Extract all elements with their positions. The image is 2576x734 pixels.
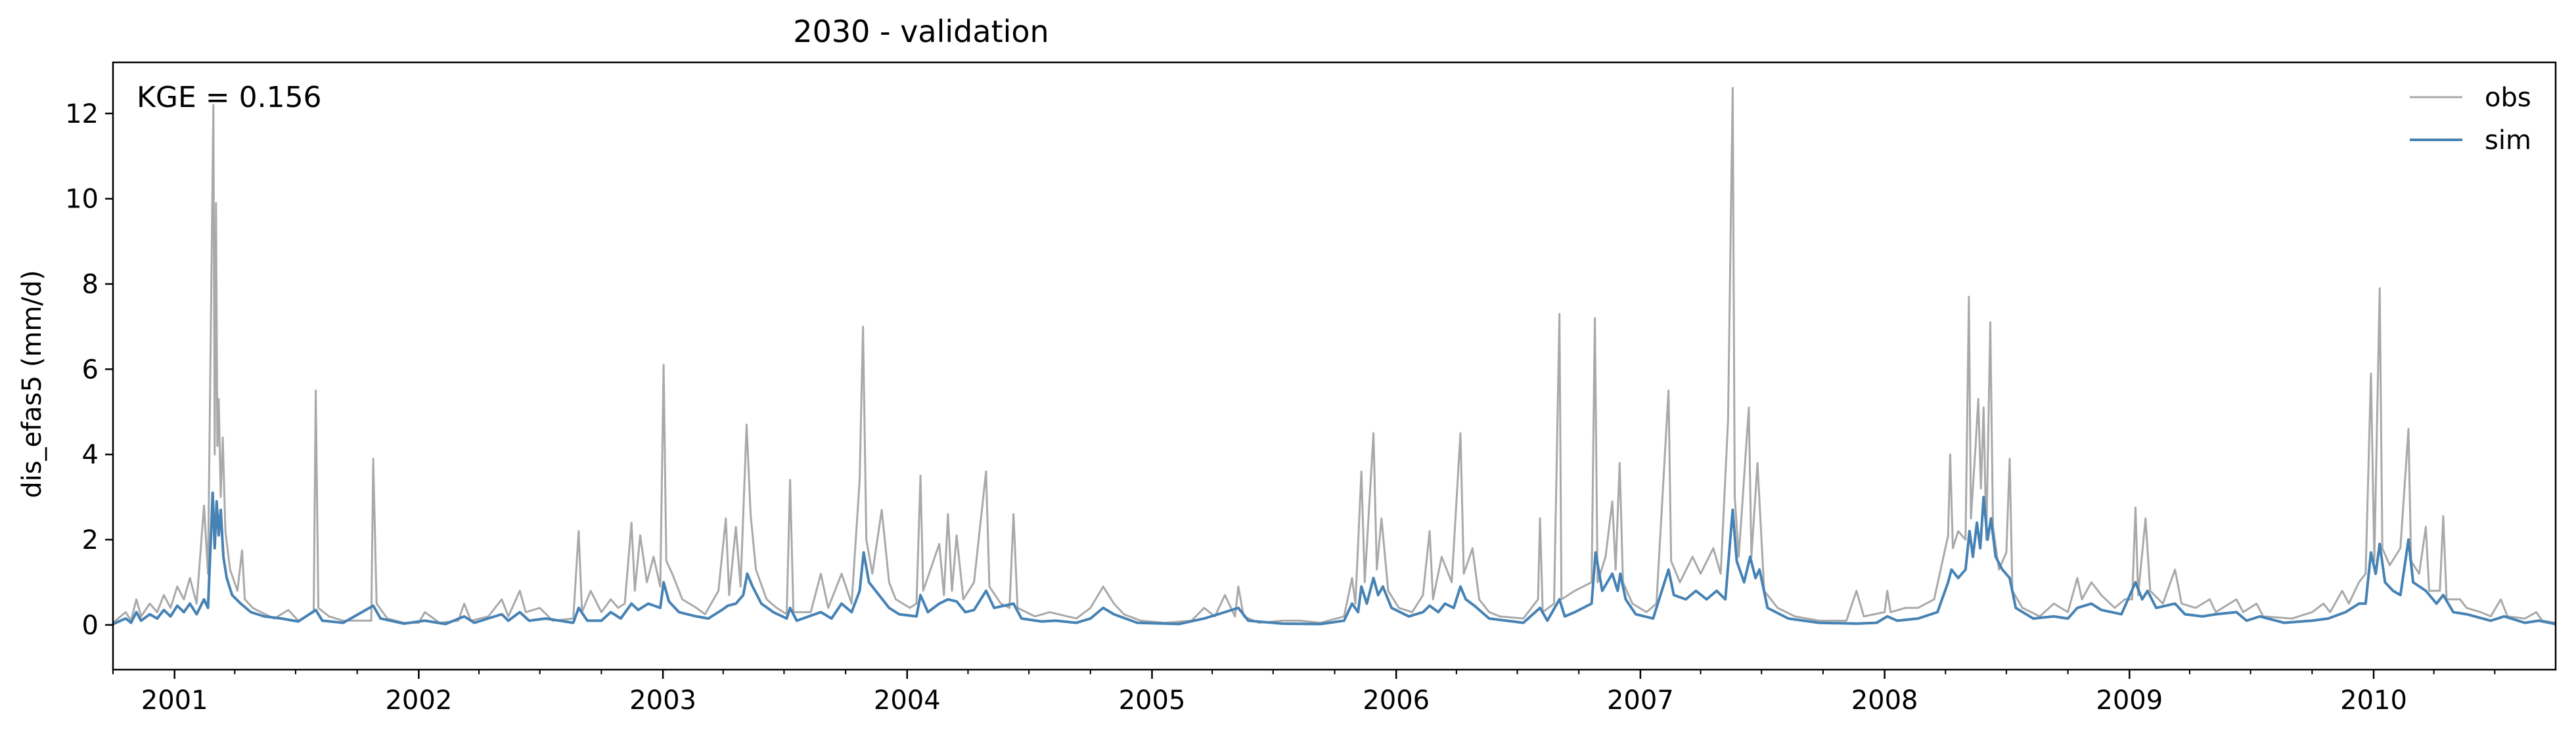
- x-tick-label: 2006: [1363, 685, 1430, 716]
- y-tick-label: 4: [82, 440, 99, 470]
- x-tick-label: 2003: [629, 685, 696, 716]
- x-tick-label: 2008: [1851, 685, 1918, 716]
- plot-area-frame: [112, 61, 2557, 671]
- chart-title: 2030 - validation: [793, 14, 1049, 49]
- y-tick-label: 12: [65, 99, 99, 129]
- y-tick-label: 0: [82, 611, 99, 641]
- x-tick-label: 2005: [1119, 685, 1186, 716]
- y-tick-label: 2: [82, 525, 99, 555]
- kge-annotation: KGE = 0.156: [137, 81, 322, 114]
- series-sim-line: [112, 491, 2556, 626]
- x-tick-label: 2007: [1607, 685, 1674, 716]
- x-tick-label: 2004: [874, 685, 941, 716]
- legend: obs sim: [2410, 83, 2531, 156]
- series-obs-line: [112, 87, 2556, 624]
- x-tick-label: 2001: [141, 685, 208, 716]
- x-tick-label: 2010: [2340, 685, 2407, 716]
- series-layer: [112, 87, 2556, 626]
- y-tick-label: 6: [82, 355, 99, 385]
- x-tick-label: 2009: [2096, 685, 2163, 716]
- legend-sim-label: sim: [2485, 125, 2531, 156]
- y-tick-label: 8: [82, 270, 99, 300]
- y-axis: 0 2 4 6 8 10 12: [65, 99, 113, 641]
- legend-obs-label: obs: [2485, 83, 2531, 113]
- y-axis-label: dis_efas5 (mm/d): [17, 270, 47, 498]
- y-tick-label: 10: [65, 184, 99, 215]
- x-axis: 2001 2002 2003 2004 2005 2006 2007 2008 2009 2010: [112, 670, 2496, 716]
- x-tick-label: 2002: [385, 685, 452, 716]
